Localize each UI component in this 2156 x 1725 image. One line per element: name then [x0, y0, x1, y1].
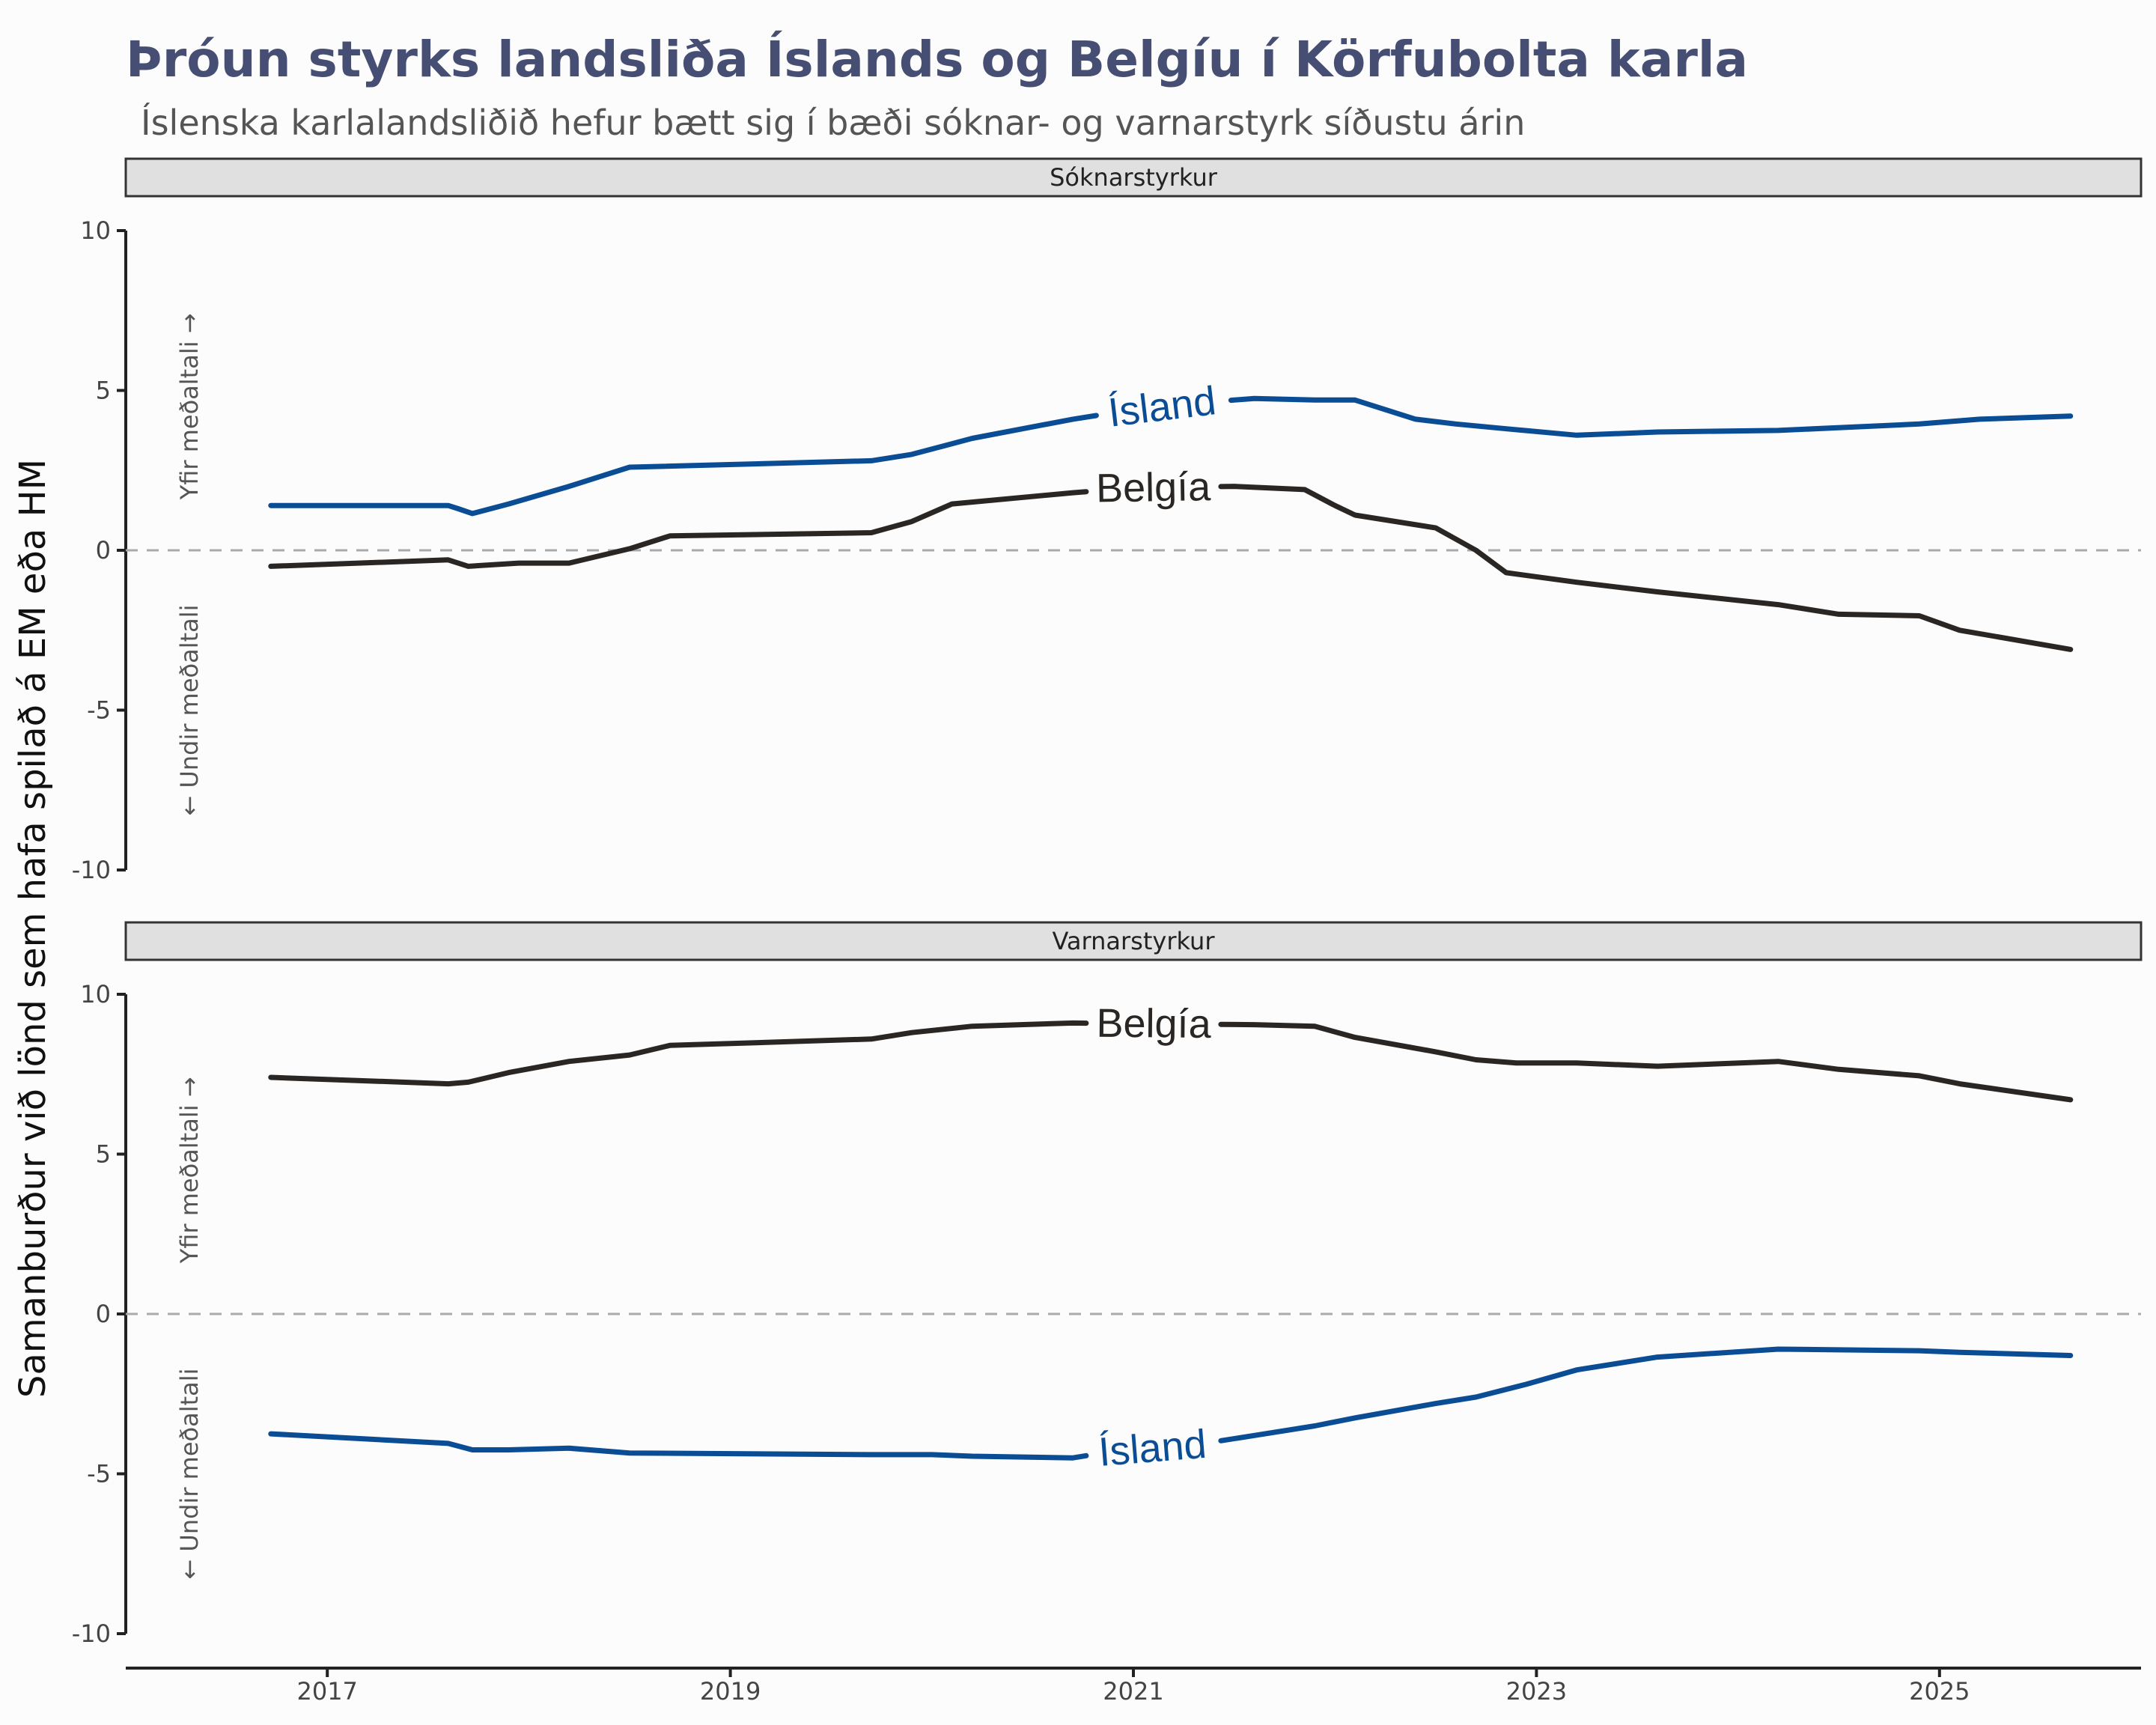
series-line-belgia-b [1218, 1021, 2074, 1103]
y-tick-label: -10 [72, 1619, 111, 1648]
panel-strip [124, 157, 2143, 198]
above-average-note: Yfir meðaltali → [175, 1077, 204, 1264]
y-tick-label: -10 [72, 856, 111, 884]
y-tick-label: 10 [80, 980, 111, 1008]
x-tick-label: 2019 [700, 1677, 761, 1706]
y-tick-label: 5 [96, 377, 111, 405]
series-line-island-a [268, 1431, 1089, 1461]
panel-soknarstyrkur: Sóknarstyrkur 10 5 0 -5 -10 Yfir meðaltali → ← … [72, 157, 2143, 884]
panels: Sóknarstyrkur 10 5 0 -5 -10 Yfir meðaltali → ← … [72, 157, 2143, 1706]
series-label-belgia: Belgía [1096, 464, 1212, 511]
x-tick-label: 2021 [1103, 1677, 1163, 1706]
series-line-island-b [1228, 395, 2074, 438]
series-label-island: Ísland [1106, 378, 1218, 436]
y-tick-label: -5 [87, 696, 111, 725]
series-line-belgia-a [268, 1020, 1089, 1087]
panel-varnarstyrkur: Varnarstyrkur 10 5 0 -5 -10 Yfir meðaltali → ← … [72, 921, 2143, 1648]
chart-subtitle: Íslenska karlalandsliðið hefur bætt sig … [141, 103, 1525, 143]
y-tick-label: 5 [96, 1140, 111, 1169]
series-line-belgia-a [268, 489, 1089, 569]
y-tick-label: 10 [80, 216, 111, 245]
series-line-island-a [268, 413, 1099, 517]
above-average-note: Yfir meðaltali → [175, 313, 204, 500]
series-label-island: Ísland [1097, 1422, 1208, 1475]
below-average-note: ← Undir meðaltali [175, 1368, 204, 1579]
panel-strip-label: Sóknarstyrkur [1050, 163, 1218, 192]
y-axis-label: Samanburður við lönd sem hafa spilað á E… [12, 459, 54, 1398]
x-tick-label: 2025 [1909, 1677, 1970, 1706]
panel-strip-label: Varnarstyrkur [1053, 927, 1216, 955]
series-line-island-b [1218, 1346, 2074, 1443]
chart-title: Þróun styrks landsliða Íslands og Belgíu… [126, 30, 1748, 88]
x-tick-label: 2023 [1506, 1677, 1567, 1706]
series-line-belgia-b [1218, 484, 2074, 652]
panel-strip [124, 921, 2143, 961]
y-tick-label: 0 [96, 1300, 111, 1328]
series-label-belgia: Belgía [1096, 1001, 1212, 1047]
x-tick-label: 2017 [296, 1677, 357, 1706]
y-tick-label: 0 [96, 536, 111, 565]
y-tick-label: -5 [87, 1460, 111, 1488]
below-average-note: ← Undir meðaltali [175, 604, 204, 815]
